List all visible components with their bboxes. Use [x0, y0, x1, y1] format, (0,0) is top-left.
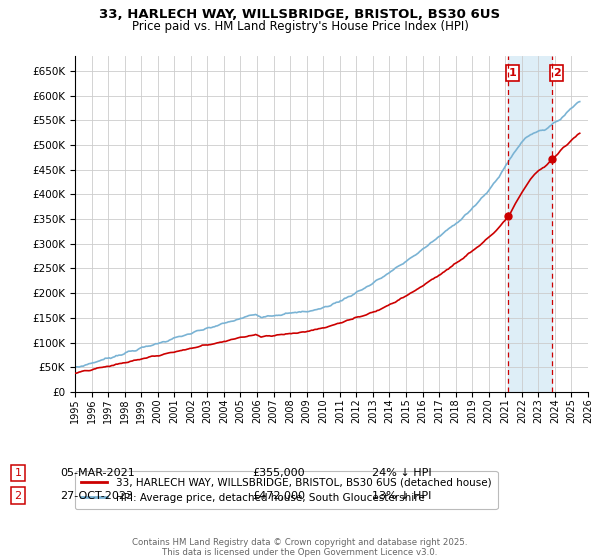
Text: £472,000: £472,000 [252, 491, 305, 501]
Text: £355,000: £355,000 [252, 468, 305, 478]
Text: 2: 2 [14, 491, 22, 501]
Bar [508, 56, 552, 392]
Text: Price paid vs. HM Land Registry's House Price Index (HPI): Price paid vs. HM Land Registry's House … [131, 20, 469, 32]
Text: 27-OCT-2023: 27-OCT-2023 [60, 491, 133, 501]
Text: 33, HARLECH WAY, WILLSBRIDGE, BRISTOL, BS30 6US: 33, HARLECH WAY, WILLSBRIDGE, BRISTOL, B… [100, 8, 500, 21]
Text: 1: 1 [509, 68, 517, 78]
Text: 24% ↓ HPI: 24% ↓ HPI [372, 468, 431, 478]
Text: 05-MAR-2021: 05-MAR-2021 [60, 468, 135, 478]
Text: 1: 1 [14, 468, 22, 478]
Text: 2: 2 [553, 68, 560, 78]
Text: 13% ↓ HPI: 13% ↓ HPI [372, 491, 431, 501]
Legend: 33, HARLECH WAY, WILLSBRIDGE, BRISTOL, BS30 6US (detached house), HPI: Average p: 33, HARLECH WAY, WILLSBRIDGE, BRISTOL, B… [75, 471, 497, 509]
Text: Contains HM Land Registry data © Crown copyright and database right 2025.
This d: Contains HM Land Registry data © Crown c… [132, 538, 468, 557]
